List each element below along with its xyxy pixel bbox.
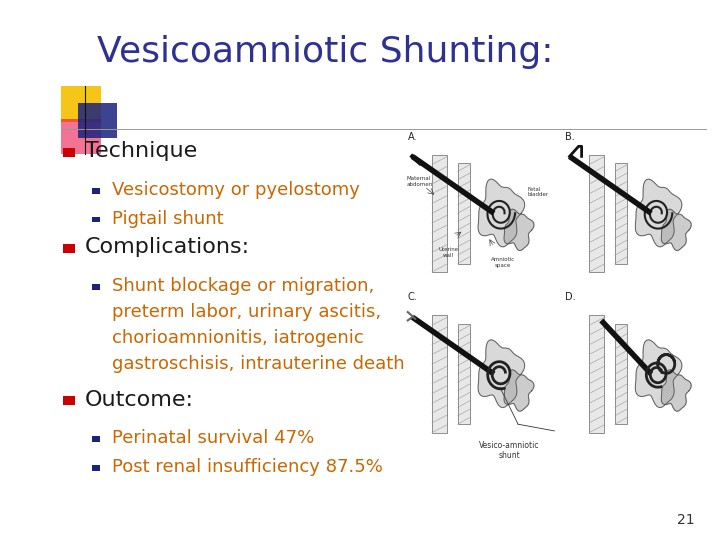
- Polygon shape: [635, 340, 682, 408]
- Text: Perinatal survival 47%: Perinatal survival 47%: [112, 429, 314, 448]
- Bar: [432, 315, 447, 433]
- Polygon shape: [635, 179, 682, 247]
- Bar: [63, 148, 75, 157]
- Bar: [615, 324, 627, 424]
- Bar: [92, 284, 100, 290]
- Polygon shape: [661, 209, 691, 251]
- Bar: [589, 315, 604, 433]
- Polygon shape: [478, 179, 525, 247]
- Bar: [63, 396, 75, 405]
- Text: Complications:: Complications:: [85, 237, 250, 258]
- Bar: [92, 217, 100, 222]
- Text: Vesico-amniotic
shunt: Vesico-amniotic shunt: [479, 441, 539, 461]
- Text: Pigtail shunt: Pigtail shunt: [112, 210, 223, 228]
- Text: Vesicoamniotic Shunting:: Vesicoamniotic Shunting:: [97, 35, 554, 69]
- Text: gastroschisis, intrauterine death: gastroschisis, intrauterine death: [112, 355, 404, 373]
- Text: Maternal
abdomen: Maternal abdomen: [406, 177, 433, 187]
- Text: A.: A.: [408, 132, 417, 141]
- Bar: [458, 163, 469, 264]
- Text: D.: D.: [565, 292, 575, 302]
- Bar: [92, 465, 100, 471]
- Text: chorioamnionitis, iatrogenic: chorioamnionitis, iatrogenic: [112, 329, 364, 347]
- Text: B.: B.: [565, 132, 575, 141]
- Bar: [63, 244, 75, 253]
- Bar: [432, 154, 447, 272]
- Text: Shunt blockage or migration,: Shunt blockage or migration,: [112, 277, 374, 295]
- Text: Technique: Technique: [85, 141, 197, 161]
- Text: C.: C.: [408, 292, 418, 302]
- Text: Fetal
bladder: Fetal bladder: [527, 186, 549, 197]
- Polygon shape: [504, 209, 534, 251]
- Polygon shape: [661, 370, 691, 411]
- Polygon shape: [504, 370, 534, 411]
- Bar: [92, 188, 100, 194]
- Bar: [615, 163, 627, 264]
- Text: 21: 21: [678, 512, 695, 526]
- Text: Outcome:: Outcome:: [85, 389, 194, 410]
- Bar: [61, 119, 101, 154]
- Bar: [589, 154, 604, 272]
- Bar: [92, 436, 100, 442]
- Text: Amniotic
space: Amniotic space: [491, 257, 515, 268]
- Text: preterm labor, urinary ascitis,: preterm labor, urinary ascitis,: [112, 303, 381, 321]
- Text: Vesicostomy or pyelostomy: Vesicostomy or pyelostomy: [112, 181, 359, 199]
- Text: Post renal insufficiency 87.5%: Post renal insufficiency 87.5%: [112, 458, 382, 476]
- Bar: [78, 103, 117, 138]
- Text: Uterine
wall: Uterine wall: [438, 247, 459, 258]
- Bar: [61, 86, 101, 122]
- Bar: [458, 324, 469, 424]
- Polygon shape: [478, 340, 525, 408]
